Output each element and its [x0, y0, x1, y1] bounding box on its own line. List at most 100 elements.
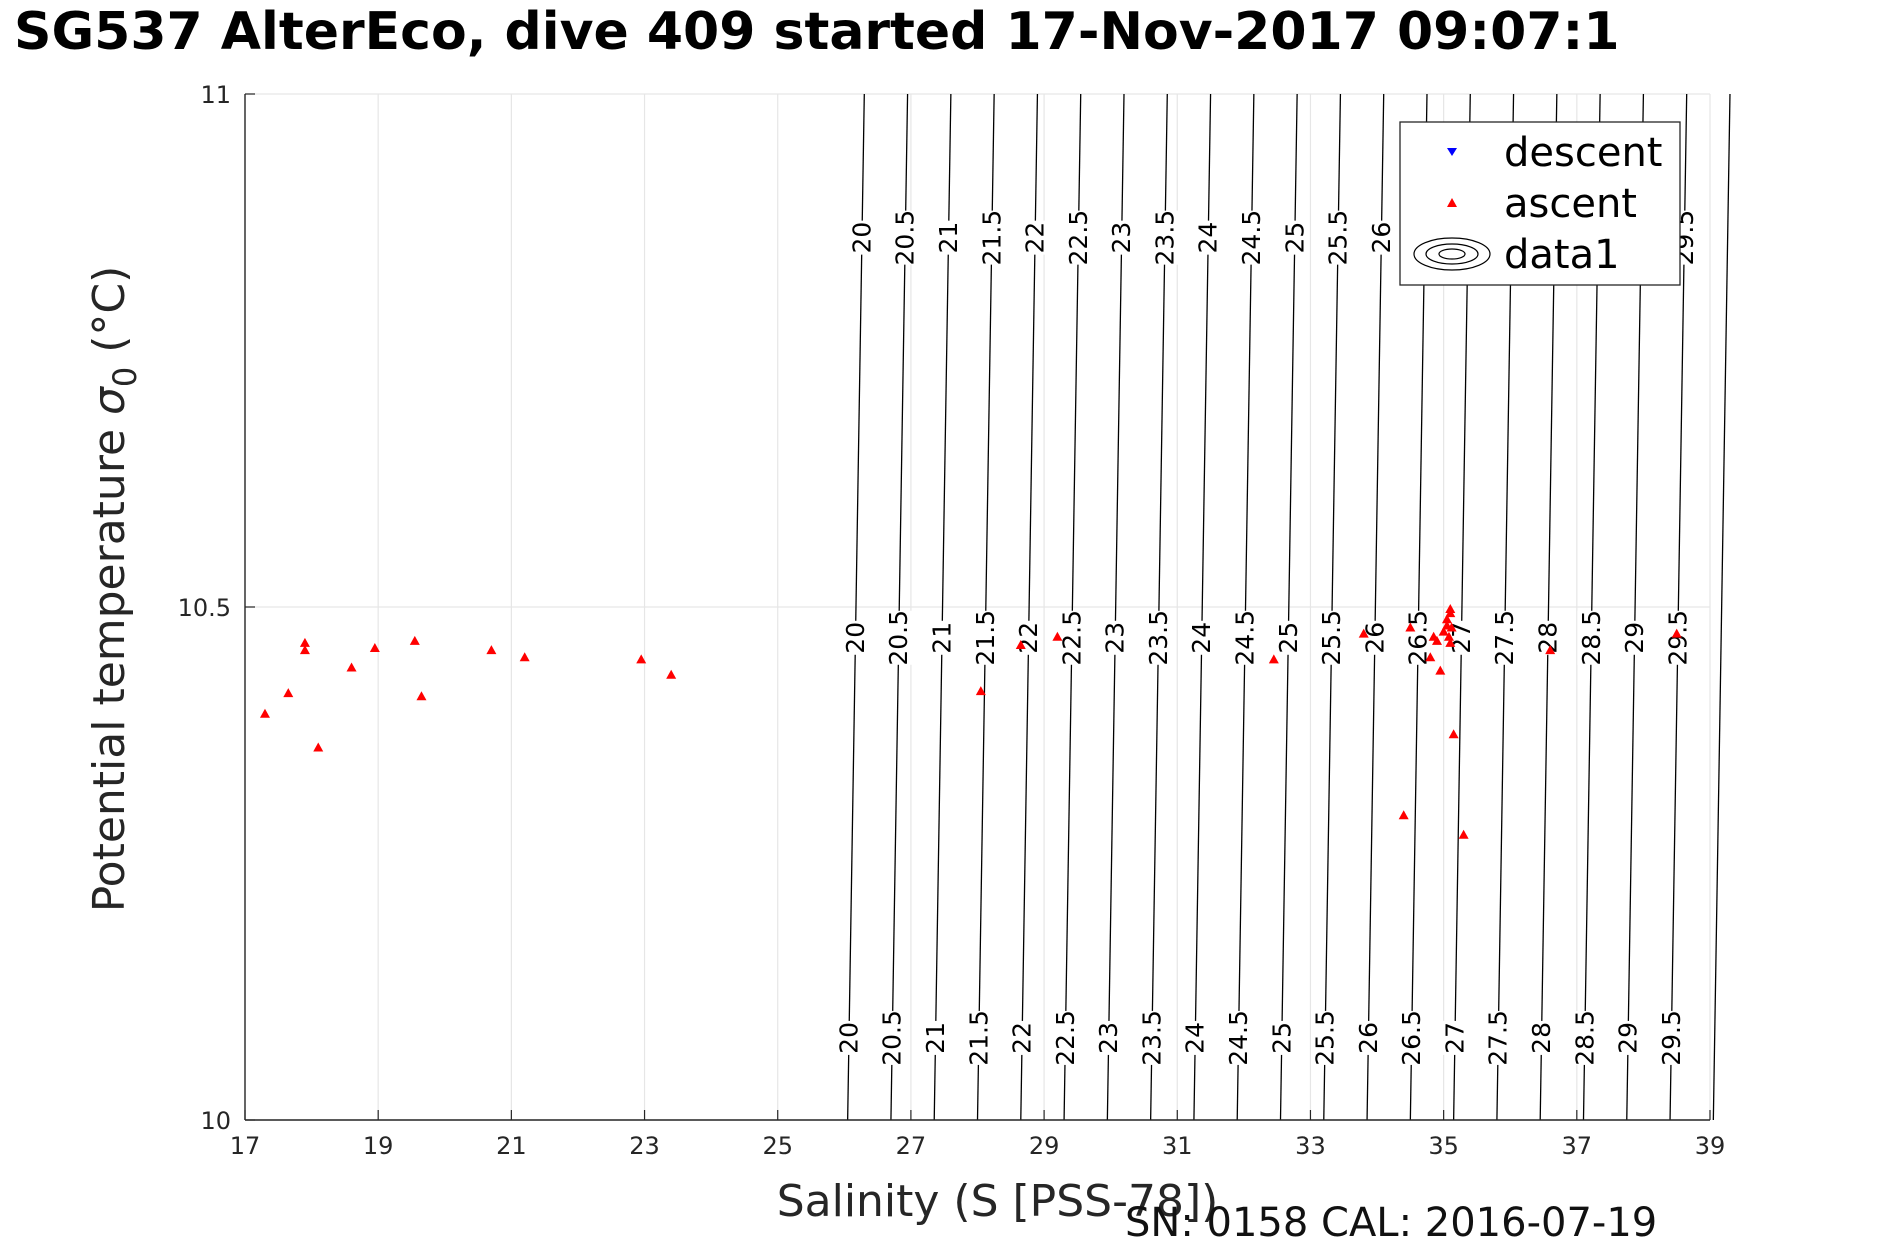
ascent-marker	[1448, 729, 1459, 739]
contour-legend-icon	[1413, 237, 1491, 271]
contour-label: 24.5	[1231, 610, 1260, 666]
contour-label-gap	[1354, 1020, 1383, 1055]
isopycnal-line	[933, 93, 952, 1121]
contour-label: 26	[1354, 1022, 1383, 1054]
x-tick-label: 17	[230, 1132, 261, 1160]
contour-label-gap	[1137, 1010, 1166, 1065]
ascent-marker	[1445, 637, 1456, 647]
contour-label-gap	[977, 210, 1006, 265]
x-tick-label: 31	[1162, 1132, 1193, 1160]
ascent-marker	[1405, 622, 1416, 632]
contour-label-gap	[1657, 1010, 1686, 1065]
x-tick-label: 35	[1428, 1132, 1459, 1160]
contour-label: 26	[1367, 222, 1396, 254]
y-tick-label: 10	[200, 1107, 231, 1135]
contour-label: 27	[1440, 1022, 1469, 1054]
contour-label-gap	[1570, 1010, 1599, 1065]
ascent-marker	[486, 645, 497, 655]
contour-label-gap	[1663, 610, 1692, 665]
isopycnal-line	[1193, 93, 1212, 1121]
ascent-marker	[1545, 645, 1556, 655]
ascent-legend-icon	[1447, 198, 1457, 207]
legend-label: descent	[1504, 130, 1662, 176]
contour-label: 23	[1101, 622, 1130, 654]
contour-label: 24	[1181, 1022, 1210, 1054]
contour-label-gap	[1021, 220, 1050, 255]
isopycnal-line	[1323, 93, 1342, 1121]
serial-calibration-note: SN: 0158 CAL: 2016-07-19	[1125, 1200, 1658, 1246]
contour-label-gap	[1274, 620, 1303, 655]
contour-label-gap	[1317, 610, 1346, 665]
ascent-marker	[313, 742, 324, 752]
contour-label-gap	[834, 1020, 863, 1055]
contour-label: 25	[1267, 1022, 1296, 1054]
x-tick-label: 39	[1695, 1132, 1726, 1160]
ascent-marker	[1445, 604, 1456, 614]
y-axis-label-subscript: 0	[106, 367, 144, 387]
ascent-marker	[1268, 654, 1279, 664]
isopycnal-line	[1669, 93, 1688, 1121]
legend: descent ascent data1	[1399, 121, 1681, 286]
ascent-marker	[1446, 622, 1457, 632]
ascent-marker	[259, 708, 270, 718]
contour-label-gap	[1051, 1010, 1080, 1065]
contour-label: 27.5	[1484, 1010, 1513, 1066]
contour-label: 21	[928, 622, 957, 654]
contour-label: 26	[1360, 622, 1389, 654]
contour-label-gap	[1181, 1020, 1210, 1055]
contour-label-gap	[1231, 610, 1260, 665]
contour-label-gap	[1144, 610, 1173, 665]
contour-legend-icon	[1425, 243, 1479, 265]
x-tick-label: 33	[1295, 1132, 1326, 1160]
axes: 17 19 21 23 25 27 29 31 33 35 37 39 10 10.5 11	[178, 81, 1726, 1160]
chart-title: SG537 AlterEco, dive 409 started 17-Nov-…	[14, 2, 1620, 62]
contour-label: 27.5	[1490, 610, 1519, 666]
contour-label: 25.5	[1311, 1010, 1340, 1066]
contour-label: 29.5	[1657, 1010, 1686, 1066]
x-axis-label: Salinity (S [PSS-78])	[777, 1176, 1219, 1227]
ascent-marker	[666, 669, 677, 679]
contour-label: 28.5	[1570, 1010, 1599, 1066]
contour-label-gap	[1614, 1020, 1643, 1055]
y-axis-label-unit: (°C)	[84, 266, 135, 367]
ascent-marker	[519, 652, 530, 662]
contour-label: 21	[934, 222, 963, 254]
contour-label: 23	[1107, 222, 1136, 254]
contour-label-gap	[1008, 1020, 1037, 1055]
contour-label: 21.5	[971, 610, 1000, 666]
contour-label-gap	[1107, 220, 1136, 255]
contour-label-gap	[1484, 1010, 1513, 1065]
legend-label: ascent	[1504, 181, 1637, 227]
contour-label-gap	[1224, 1010, 1253, 1065]
contour-label-gap	[1577, 610, 1606, 665]
ascent-marker	[1425, 652, 1436, 662]
isopycnal-line	[846, 93, 865, 1121]
contour-label-gap	[1064, 210, 1093, 265]
isopycnal-line	[1063, 93, 1082, 1121]
ascent-marker	[1358, 628, 1369, 638]
contour-label: 20	[834, 1022, 863, 1054]
y-axis-label-symbol: σ	[84, 386, 135, 415]
y-tick-label: 10.5	[178, 594, 231, 622]
descent-legend-icon	[1447, 148, 1457, 156]
contour-label: 22.5	[1057, 610, 1086, 666]
grid-lines	[244, 93, 1711, 1121]
isopycnal-line	[1020, 93, 1039, 1121]
x-tick-label: 27	[896, 1132, 927, 1160]
contour-label-gap	[1440, 1020, 1469, 1055]
contour-label: 24	[1187, 622, 1216, 654]
contour-label-gap	[1150, 210, 1179, 265]
contour-label-gap	[1367, 220, 1396, 255]
contour-label: 26.5	[1397, 1010, 1426, 1066]
contour-label-gap	[1237, 210, 1266, 265]
ascent-marker	[975, 686, 986, 696]
x-tick-label: 29	[1029, 1132, 1060, 1160]
y-axis-label: Potential temperature σ0 (°C)	[84, 266, 144, 913]
ascent-marker	[1458, 829, 1469, 839]
contour-label-gap	[1311, 1010, 1340, 1065]
contour-label-gap	[934, 220, 963, 255]
isopycnal-line	[1279, 93, 1298, 1121]
contour-label-gap	[847, 220, 876, 255]
contour-label-gap	[1360, 620, 1389, 655]
